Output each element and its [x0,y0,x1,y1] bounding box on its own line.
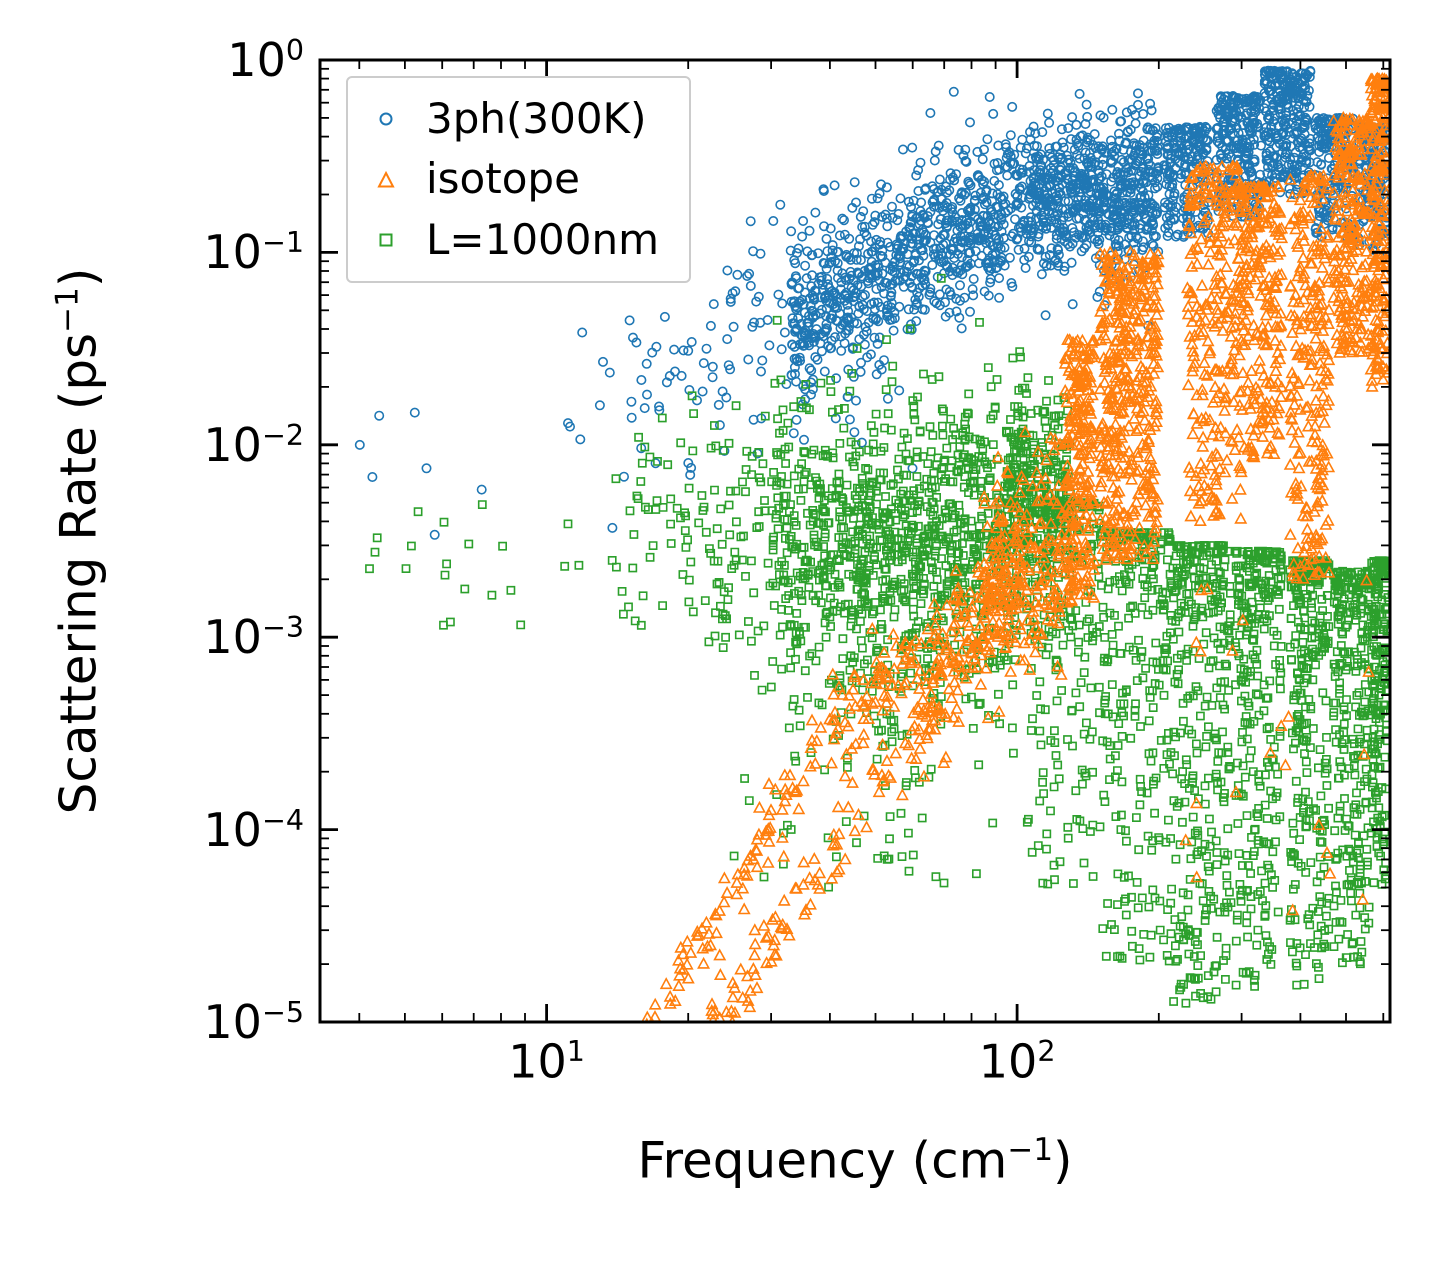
legend-label-isotope: isotope [426,154,580,204]
legend-label-3ph: 3ph(300K) [426,94,647,143]
plot-frame [318,58,1392,1024]
square-marker-icon [379,233,393,247]
y-tick-label: 100 [227,33,304,88]
legend-entry-boundary: L=1000nm [364,215,659,265]
x-axis-label: Frequency (cm−1) [637,1131,1073,1190]
y-tick-label: 10−2 [203,417,304,472]
y-tick-label: 10−4 [203,802,304,857]
triangle-marker-icon [377,170,395,188]
legend-entry-3ph: 3ph(300K) [364,94,659,144]
legend-entry-isotope: isotope [364,154,659,204]
series-square-markers [365,273,1391,1008]
x-tick-label: 102 [978,1034,1056,1089]
legend-label-boundary: L=1000nm [426,214,660,264]
y-tick-label: 10−5 [203,995,304,1050]
circle-marker-icon [379,112,393,126]
y-tick-label: 10−3 [203,610,304,665]
x-tick-label: 101 [508,1034,585,1089]
y-tick-label: 10−1 [203,225,304,280]
legend: 3ph(300K) isotope L=1000nm [346,76,692,284]
y-axis-label: Scattering Rate (ps−1) [49,267,108,815]
series-triangle-markers [640,71,1391,1023]
